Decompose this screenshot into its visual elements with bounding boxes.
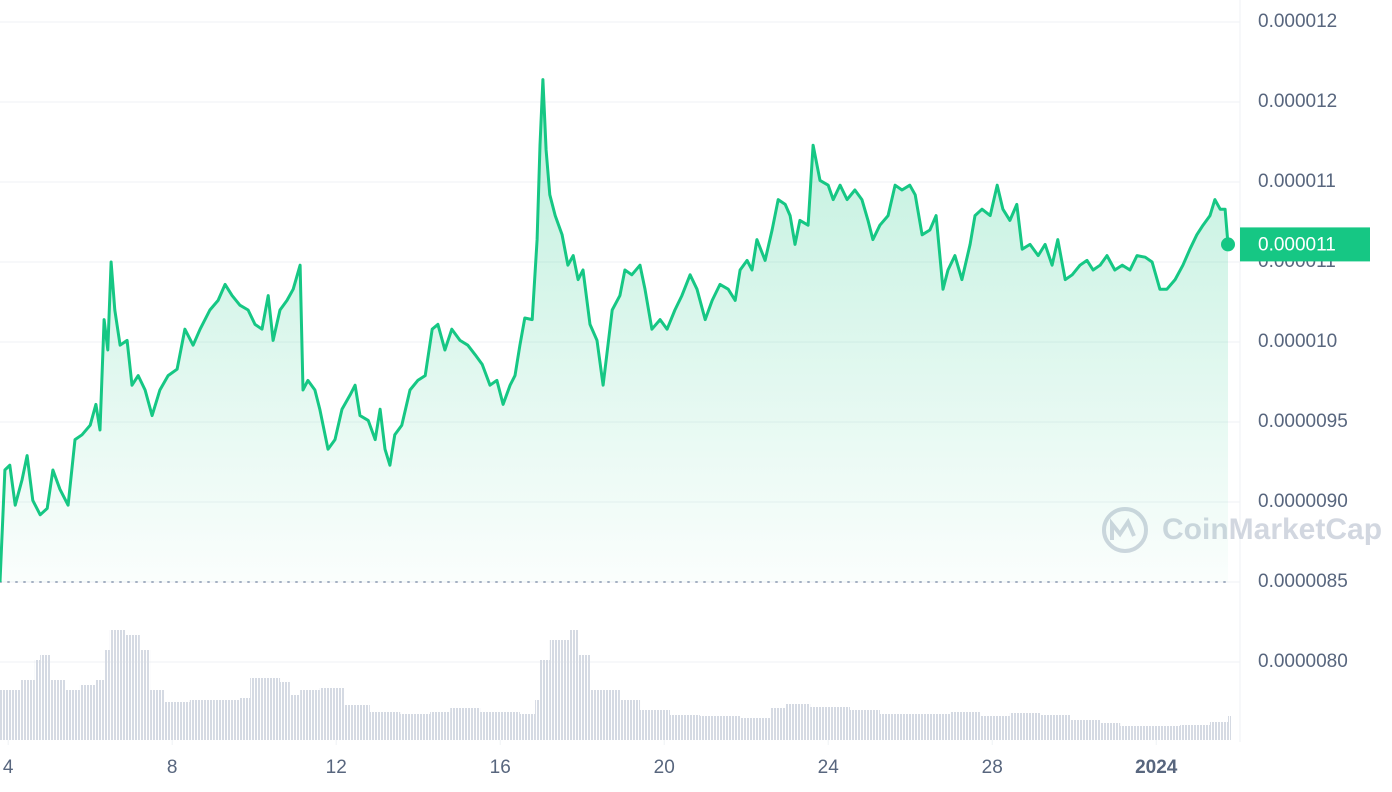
volume-bar <box>740 718 771 740</box>
volume-bar <box>0 690 21 740</box>
x-tick-label: 8 <box>167 757 178 778</box>
volume-bar <box>139 650 151 740</box>
volume-bar <box>1228 716 1231 740</box>
x-tick-label: 28 <box>982 757 1003 778</box>
volume-bar <box>770 708 786 740</box>
price-badge-label: 0.000011 <box>1258 234 1336 255</box>
volume-bar <box>369 712 401 740</box>
volume-bar <box>109 630 126 740</box>
volume-bar <box>319 688 335 740</box>
volume-bar <box>1070 720 1101 740</box>
volume-bar <box>50 680 66 740</box>
volume-bar <box>150 690 165 740</box>
volume-bar <box>578 655 591 740</box>
volume-bar <box>590 690 620 740</box>
volume-bar <box>189 700 215 740</box>
y-tick-label: 0.0000095 <box>1258 411 1348 432</box>
volume-bar <box>920 714 951 740</box>
y-tick-label: 0.000010 <box>1258 331 1337 352</box>
volume-bar <box>519 714 536 740</box>
volume-bar <box>239 698 251 740</box>
y-tick-label: 0.000012 <box>1258 11 1337 32</box>
x-tick-label: 20 <box>654 757 675 778</box>
volume-bar <box>125 635 140 740</box>
current-dot <box>1221 237 1235 252</box>
volume-bar <box>79 685 96 740</box>
volume-bar <box>65 690 80 740</box>
volume-bar <box>480 712 520 740</box>
volume-bar <box>400 714 431 740</box>
price-area <box>0 79 1228 582</box>
volume-bar <box>619 700 641 740</box>
volume-bar <box>810 707 850 740</box>
volume-bar <box>699 716 741 740</box>
price-line <box>0 78 1230 583</box>
price-badge <box>1240 227 1370 262</box>
y-tick-label: 0.0000080 <box>1258 651 1348 672</box>
volume-bar <box>1120 726 1151 740</box>
volume-bar <box>164 702 190 740</box>
volume-bar <box>950 712 980 740</box>
volume-bar <box>785 704 811 740</box>
volume-bar <box>344 705 370 740</box>
volume-bar <box>539 660 550 740</box>
y-tick-label: 0.000011 <box>1258 171 1336 192</box>
x-tick-label: 2024 <box>1135 757 1178 778</box>
volume-bar <box>280 682 290 740</box>
volume-bar <box>334 688 345 740</box>
volume-bar <box>450 708 481 740</box>
x-tick-label: 16 <box>490 757 511 778</box>
volume-bar <box>979 716 1010 740</box>
x-tick-label: 12 <box>326 757 347 778</box>
volume-bar <box>549 640 570 740</box>
volume-bar <box>1009 713 1041 740</box>
volume-bar <box>289 695 301 740</box>
y-tick-label: 0.0000090 <box>1258 491 1348 512</box>
volume-bar <box>430 712 451 740</box>
volume-bar <box>849 710 880 740</box>
volume-bar <box>640 710 670 740</box>
volume-bar <box>669 715 700 740</box>
y-tick-label: 0.0000085 <box>1258 571 1348 592</box>
volume-bar <box>535 700 540 740</box>
y-tick-label: 0.000012 <box>1258 91 1337 112</box>
volume-bar <box>1100 723 1121 740</box>
volume-bar <box>1150 726 1181 740</box>
volume-bar <box>214 700 240 740</box>
volume-bar <box>95 680 105 740</box>
volume-bar <box>104 650 110 740</box>
volume-bar <box>569 630 579 740</box>
volume-bar <box>1209 722 1228 740</box>
volume-bar <box>20 680 35 740</box>
volume-bar <box>300 690 320 740</box>
volume-bar <box>1040 715 1071 740</box>
volume-bar <box>34 660 41 740</box>
volume-bar <box>879 714 921 740</box>
x-tick-label: 24 <box>818 757 840 778</box>
x-tick-label: 4 <box>3 757 14 778</box>
volume-bar <box>40 655 51 740</box>
volume-bar <box>250 678 281 740</box>
volume-bar <box>1180 725 1210 740</box>
